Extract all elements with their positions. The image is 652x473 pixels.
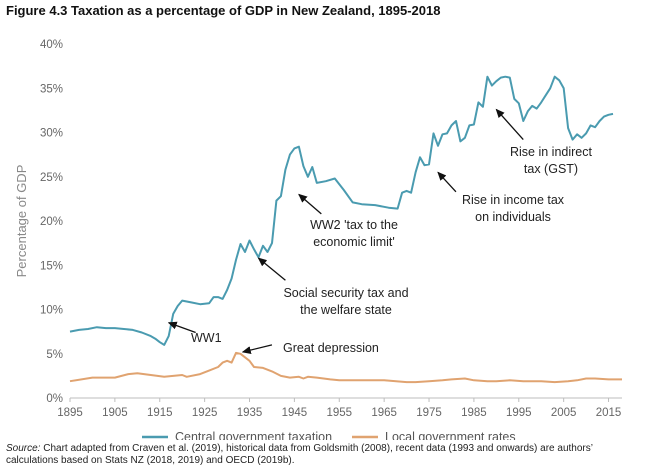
x-tick-label: 1905 [102,407,128,419]
y-tick-label: 0% [46,393,63,405]
x-tick-label: 1975 [416,407,442,419]
annotation-arrow [437,171,457,193]
x-tick-label: 1935 [237,407,263,419]
annotation-label: Social security tax and [283,286,408,300]
y-tick-label: 25% [40,172,63,184]
annotation-label: the welfare state [300,303,392,317]
y-tick-label: 15% [40,260,63,272]
source-text: Chart adapted from Craven et al. (2019),… [6,443,593,466]
y-axis-label: Percentage of GDP [14,165,29,278]
annotation-label: Rise in income tax [462,193,565,207]
source-label: Source: [6,443,41,454]
x-tick-label: 1945 [282,407,308,419]
x-tick-label: 1925 [192,407,218,419]
y-tick-label: 35% [40,83,63,95]
annotation-label: on individuals [475,210,551,224]
annotation-label: Rise in indirect [510,145,593,159]
annotation-label: Great depression [283,341,379,355]
x-tick-label: 1915 [147,407,173,419]
x-tick-label: 1965 [371,407,397,419]
x-tick-label: 1955 [326,407,352,419]
x-tick-label: 1985 [461,407,487,419]
legend-label: Central government taxation [175,430,332,440]
y-tick-label: 10% [40,305,63,317]
chart-title: Figure 4.3 Taxation as a percentage of G… [6,3,441,18]
series-line-central-government [69,75,614,346]
y-tick-label: 20% [40,216,63,228]
annotation-arrow [298,193,322,215]
annotation-label: WW2 'tax to the [310,218,398,232]
annotation-arrow [495,108,524,141]
legend-label: Local government rates [385,430,516,440]
x-tick-label: 1995 [506,407,532,419]
annotation-label: tax (GST) [524,162,578,176]
annotation-arrow [167,321,196,334]
y-tick-label: 5% [46,349,63,361]
annotation-label: WW1 [191,331,222,345]
x-tick-label: 2015 [596,407,622,419]
source-note: Source: Chart adapted from Craven et al.… [6,443,646,467]
x-tick-label: 2005 [551,407,577,419]
annotation-arrow [257,257,286,281]
line-chart: 0% 5% 10% 15% 20% 25% 30% 35% 40% 1895 1905 1915 192… [14,39,622,440]
x-tick-label: 1895 [57,407,83,419]
y-tick-label: 40% [40,39,63,51]
annotation-arrow [241,344,273,354]
annotation-label: economic limit' [313,235,395,249]
series-line-local-government [69,351,622,384]
y-tick-label: 30% [40,128,63,140]
